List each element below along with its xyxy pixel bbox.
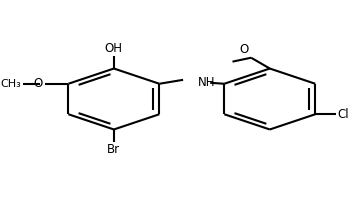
Text: O: O bbox=[34, 77, 43, 90]
Text: Cl: Cl bbox=[337, 108, 349, 121]
Text: O: O bbox=[239, 43, 248, 56]
Text: CH₃: CH₃ bbox=[0, 79, 21, 89]
Text: NH: NH bbox=[198, 76, 216, 89]
Text: Br: Br bbox=[107, 143, 121, 156]
Text: OH: OH bbox=[105, 42, 123, 55]
